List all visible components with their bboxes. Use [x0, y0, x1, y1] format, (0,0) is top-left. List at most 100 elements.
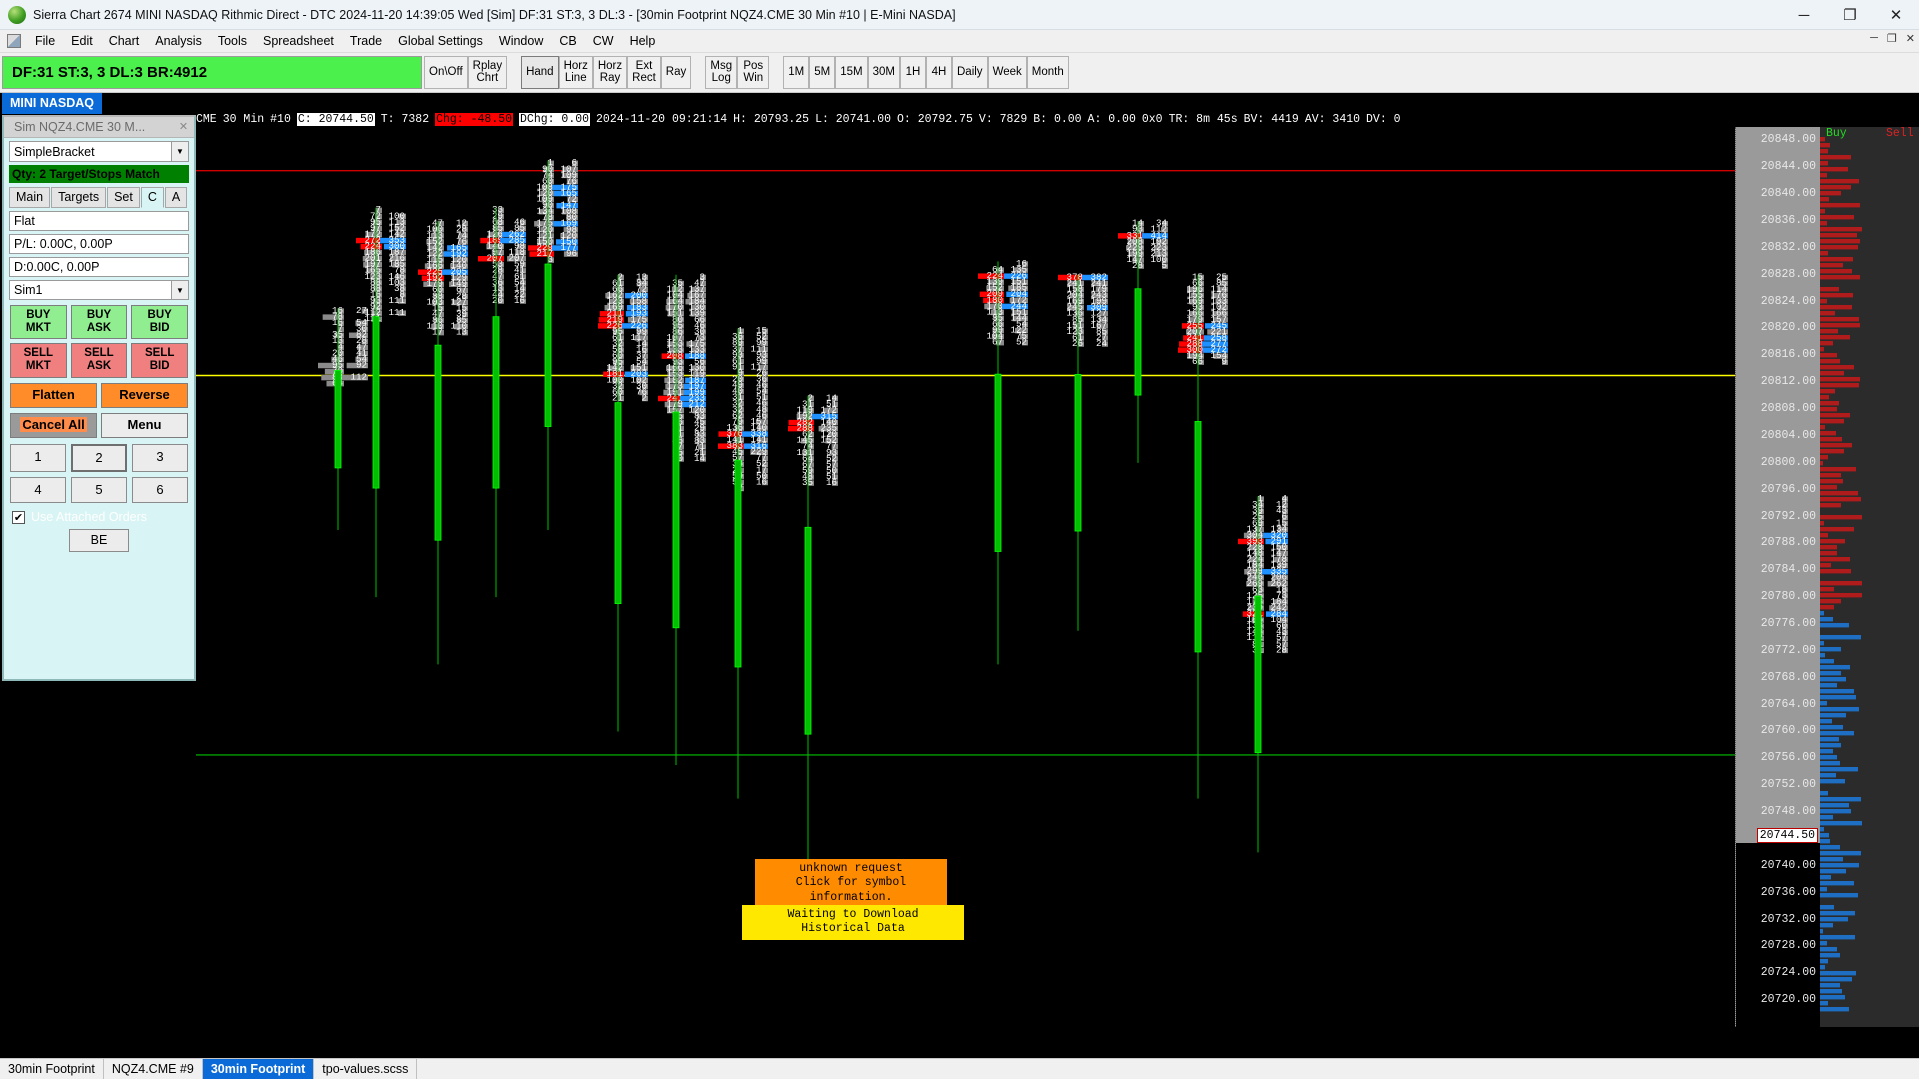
symbol-info-message[interactable]: unknown request Click for symbol informa… — [755, 859, 947, 909]
toolbar-button-on-off[interactable]: On\Off — [424, 56, 468, 89]
quantity-button-3[interactable]: 3 — [132, 444, 188, 473]
toolbar-button-week[interactable]: Week — [987, 56, 1027, 89]
trade-panel-tab[interactable]: MINI NASDAQ — [2, 93, 103, 114]
use-attached-orders-checkbox[interactable]: ✔ Use Attached Orders — [12, 510, 194, 524]
chartbook-tab-1[interactable]: NQZ4.CME #9 — [104, 1059, 203, 1079]
footprint-bar-0-30[interactable]: 47 12 100 28 113 74 152 76 142 165 122 192 115 120 166… — [418, 218, 468, 665]
msg-line-2: Click for symbol information. — [795, 876, 907, 904]
menu-item-cw[interactable]: CW — [592, 34, 614, 48]
qty-status-banner: Qty: 2 Target/Stops Match — [9, 165, 189, 183]
menu-item-spreadsheet[interactable]: Spreadsheet — [263, 34, 334, 48]
toolbar-button-30m[interactable]: 30M — [867, 56, 900, 89]
toolbar-button-4h[interactable]: 4H — [926, 56, 952, 89]
menu-item-trade[interactable]: Trade — [349, 34, 383, 48]
buy-bid-button[interactable]: BUY BID — [131, 305, 188, 340]
toolbar-button-msg-log[interactable]: Msg Log — [705, 56, 738, 89]
chartbook-tab-0[interactable]: 30min Footprint — [0, 1059, 104, 1079]
mdi-control-2[interactable]: ✕ — [1905, 33, 1915, 45]
trade-tab-targets[interactable]: Targets — [51, 187, 107, 208]
chartbook-tab-2[interactable]: 30min Footprint — [202, 1059, 315, 1079]
minimize-button[interactable]: ─ — [1798, 6, 1810, 24]
mdi-control-0[interactable]: ─ — [1870, 32, 1878, 44]
svg-text:150: 150 — [1270, 541, 1287, 552]
toolbar-button-5m[interactable]: 5M — [809, 56, 836, 89]
close-button[interactable]: ✕ — [1889, 7, 1903, 24]
menu-item-window[interactable]: Window — [498, 34, 544, 48]
buy-mkt-button[interactable]: BUY MKT — [10, 305, 67, 340]
quantity-button-1[interactable]: 1 — [10, 444, 66, 473]
account-select[interactable]: Sim1 ▼ — [9, 280, 189, 300]
svg-text:122: 122 — [1010, 325, 1027, 336]
menu-item-edit[interactable]: Edit — [71, 34, 93, 48]
price-scale[interactable]: 20848.00 20844.00 20840.00 20836.00 20832.00… — [1735, 127, 1820, 1027]
chartbook-tab-3[interactable]: tpo-values.scss — [314, 1059, 418, 1079]
menu-item-help[interactable]: Help — [629, 34, 656, 48]
toolbar-button-1m[interactable]: 1M — [783, 56, 810, 89]
toolbar-button-hand[interactable]: Hand — [521, 56, 559, 89]
flatten-button[interactable]: Flatten — [10, 382, 97, 408]
quantity-button-5[interactable]: 5 — [71, 477, 127, 504]
svg-text:15: 15 — [1276, 517, 1287, 528]
svg-text:125: 125 — [1246, 590, 1263, 601]
reverse-button[interactable]: Reverse — [101, 382, 188, 408]
sell-ask-button[interactable]: SELL ASK — [70, 343, 128, 378]
cancel-all-button[interactable]: Cancel All — [10, 412, 97, 439]
menu-item-cb[interactable]: CB — [559, 34, 577, 48]
trade-tab-a[interactable]: A — [164, 187, 188, 208]
order-type-select[interactable]: SimpleBracket ▼ — [9, 141, 189, 162]
toolbar-button-ray[interactable]: Ray — [660, 56, 692, 89]
menu-button[interactable]: Menu — [101, 412, 188, 439]
svg-text:102: 102 — [630, 374, 647, 385]
toolbar-button-horz-ray[interactable]: Horz Ray — [592, 56, 628, 89]
quantity-button-6[interactable]: 6 — [132, 477, 188, 504]
toolbar-button-month[interactable]: Month — [1026, 56, 1069, 89]
break-even-button[interactable]: BE — [69, 529, 129, 553]
mdi-control-1[interactable]: ❐ — [1886, 33, 1897, 45]
menu-item-analysis[interactable]: Analysis — [155, 34, 202, 48]
footprint-bar-23-30[interactable]: 772 100 95 113 97 152 172 142 272 353 224 300 186 187… — [356, 204, 406, 598]
svg-text:120: 120 — [536, 224, 553, 235]
toolbar-button-horz-line[interactable]: Horz Line — [558, 56, 593, 89]
svg-text:18: 18 — [1276, 584, 1287, 595]
chevron-down-icon[interactable]: ▼ — [171, 142, 188, 161]
footprint-bar-2-30[interactable]: 3 35 47 112 137 104 167 164 184 170 130 151 139 80 66 9… — [658, 271, 706, 766]
trade-tab-c[interactable]: C — [140, 187, 164, 208]
toolbar-button-ext-rect[interactable]: Ext Rect — [627, 56, 661, 89]
svg-text:142: 142 — [388, 228, 405, 239]
checkbox-check-icon[interactable]: ✔ — [12, 510, 25, 524]
buy-ask-button[interactable]: BUY ASK — [70, 305, 128, 340]
sell-mkt-button[interactable]: SELL MKT — [10, 343, 67, 378]
sell-bid-button[interactable]: SELL BID — [131, 343, 188, 378]
toolbar-button-daily[interactable]: Daily — [952, 56, 988, 89]
menu-item-file[interactable]: File — [35, 34, 56, 48]
svg-text:28: 28 — [356, 335, 367, 346]
quantity-button-2[interactable]: 2 — [71, 444, 127, 473]
dom-ladder-column[interactable]: Buy Sell — [1820, 127, 1919, 1027]
toolbar-button-1h[interactable]: 1H — [900, 56, 926, 89]
chevron-down-icon[interactable]: ▼ — [171, 281, 188, 299]
maximize-button[interactable]: ❐ — [1843, 7, 1857, 24]
svg-text:83: 83 — [694, 435, 705, 446]
footprint-bar-23-00[interactable]: 1627781654730358213284472041465495927083… — [318, 305, 368, 530]
menu-item-global-settings[interactable]: Global Settings — [398, 34, 483, 48]
toolbar-button-rplay-chrt[interactable]: Rplay Chrt — [467, 56, 508, 89]
menu-item-tools[interactable]: Tools — [217, 34, 248, 48]
menu-item-chart[interactable]: Chart — [108, 34, 140, 48]
quantity-button-4[interactable]: 4 — [10, 477, 66, 504]
connection-status-button[interactable]: DF:31 ST:3, 3 DL:3 BR:4912 — [2, 56, 422, 89]
trade-tab-set[interactable]: Set — [107, 187, 140, 208]
trade-tab-main[interactable]: Main — [9, 187, 51, 208]
toolbar-button-pos-win[interactable]: Pos Win — [737, 56, 770, 89]
toolbar-button-15m[interactable]: 15M — [835, 56, 868, 89]
trade-panel-close-icon[interactable]: ✕ — [178, 121, 189, 133]
